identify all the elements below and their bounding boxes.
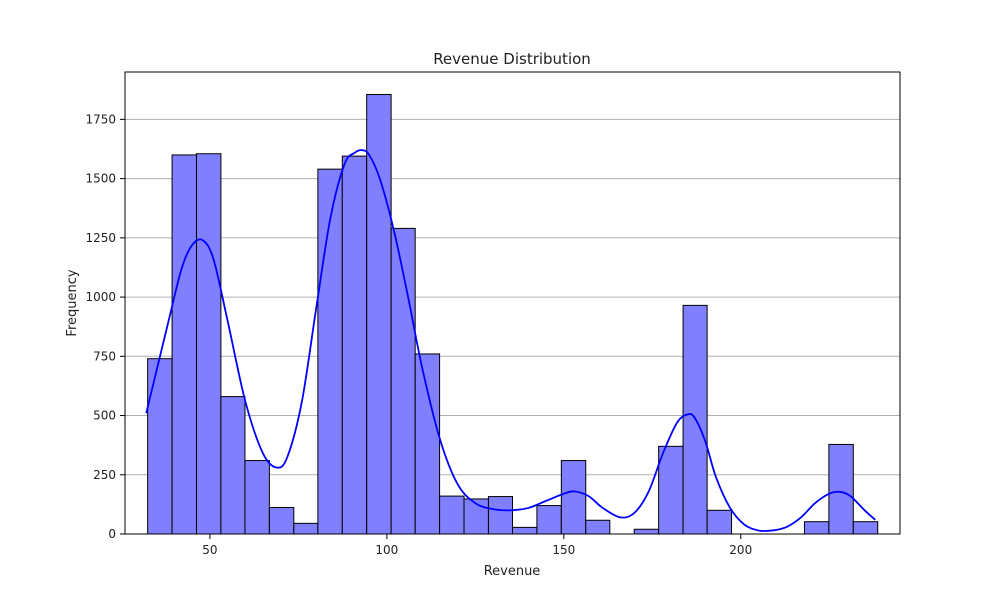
histogram-bar [195,153,222,535]
histogram-bar [852,521,879,535]
histogram-bar [828,443,854,535]
histogram-bar [220,396,246,535]
histogram-bar [560,460,587,535]
histogram-bar [706,509,733,535]
y-axis-label: Frequency [65,269,80,336]
y-tick-label: 1500 [85,172,116,186]
histogram-bar [512,526,538,535]
chart-title: Revenue Distribution [433,50,591,68]
histogram-bar [803,521,830,535]
x-tick-label: 100 [375,543,398,557]
y-tick-label: 0 [108,527,116,541]
y-tick-label: 1750 [85,112,116,126]
x-axis-ticks: 50 100 150 200 [202,534,752,557]
x-tick-label: 50 [202,543,217,557]
histogram-bar [147,358,173,535]
histogram-bar [366,94,392,535]
histogram-bar [658,445,684,535]
histogram-bar [390,227,416,535]
histogram-bar [487,496,513,535]
histogram-bar [414,353,441,535]
y-tick-label: 1000 [85,290,116,304]
x-tick-label: 150 [552,543,575,557]
histogram-bar [439,495,465,535]
x-tick-label: 200 [729,543,752,557]
histogram-bar [171,154,197,535]
histogram-bar [633,528,660,535]
kde-curve [145,149,876,532]
histogram-bar [585,519,611,535]
y-tick-label: 250 [93,468,116,482]
y-tick-label: 500 [93,409,116,423]
y-tick-label: 1250 [85,231,116,245]
histogram-bar [317,168,343,535]
histogram-bar [341,155,368,535]
x-axis-label: Revenue [484,564,541,579]
histogram-bar [244,460,270,535]
plot-area-frame [124,71,901,535]
y-axis-ticks: 0 250 500 750 1000 1250 1500 1750 [85,112,125,541]
y-tick-label: 750 [93,349,116,363]
histogram-bar [536,505,562,535]
histogram-bar [293,522,319,535]
histogram-bar [268,506,295,535]
